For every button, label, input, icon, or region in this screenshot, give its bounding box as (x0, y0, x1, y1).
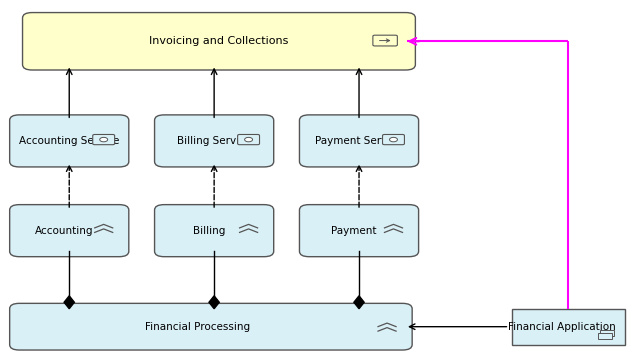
FancyBboxPatch shape (23, 13, 415, 70)
Text: Payment: Payment (331, 226, 377, 236)
FancyBboxPatch shape (10, 115, 129, 167)
FancyBboxPatch shape (155, 205, 274, 257)
Text: Billing: Billing (193, 226, 225, 236)
Circle shape (100, 137, 108, 142)
Circle shape (245, 137, 252, 142)
FancyBboxPatch shape (93, 135, 115, 145)
Text: Accounting Service: Accounting Service (19, 136, 119, 146)
Text: Accounting: Accounting (35, 226, 93, 236)
Bar (512, 309, 625, 345)
Text: Invoicing and Collections: Invoicing and Collections (149, 36, 289, 46)
Text: Financial Application: Financial Application (508, 322, 616, 332)
Bar (600, 330, 614, 336)
FancyBboxPatch shape (299, 115, 419, 167)
FancyBboxPatch shape (238, 135, 260, 145)
FancyBboxPatch shape (299, 205, 419, 257)
FancyBboxPatch shape (373, 35, 397, 46)
Circle shape (390, 137, 397, 142)
Text: Financial Processing: Financial Processing (146, 322, 251, 332)
FancyBboxPatch shape (155, 115, 274, 167)
Polygon shape (354, 296, 365, 309)
FancyBboxPatch shape (383, 135, 404, 145)
FancyBboxPatch shape (10, 303, 412, 350)
Text: Billing Service: Billing Service (177, 136, 251, 146)
Polygon shape (209, 296, 219, 309)
Bar (598, 333, 612, 339)
Polygon shape (64, 296, 74, 309)
Text: Payment Service: Payment Service (316, 136, 402, 146)
FancyBboxPatch shape (10, 205, 129, 257)
